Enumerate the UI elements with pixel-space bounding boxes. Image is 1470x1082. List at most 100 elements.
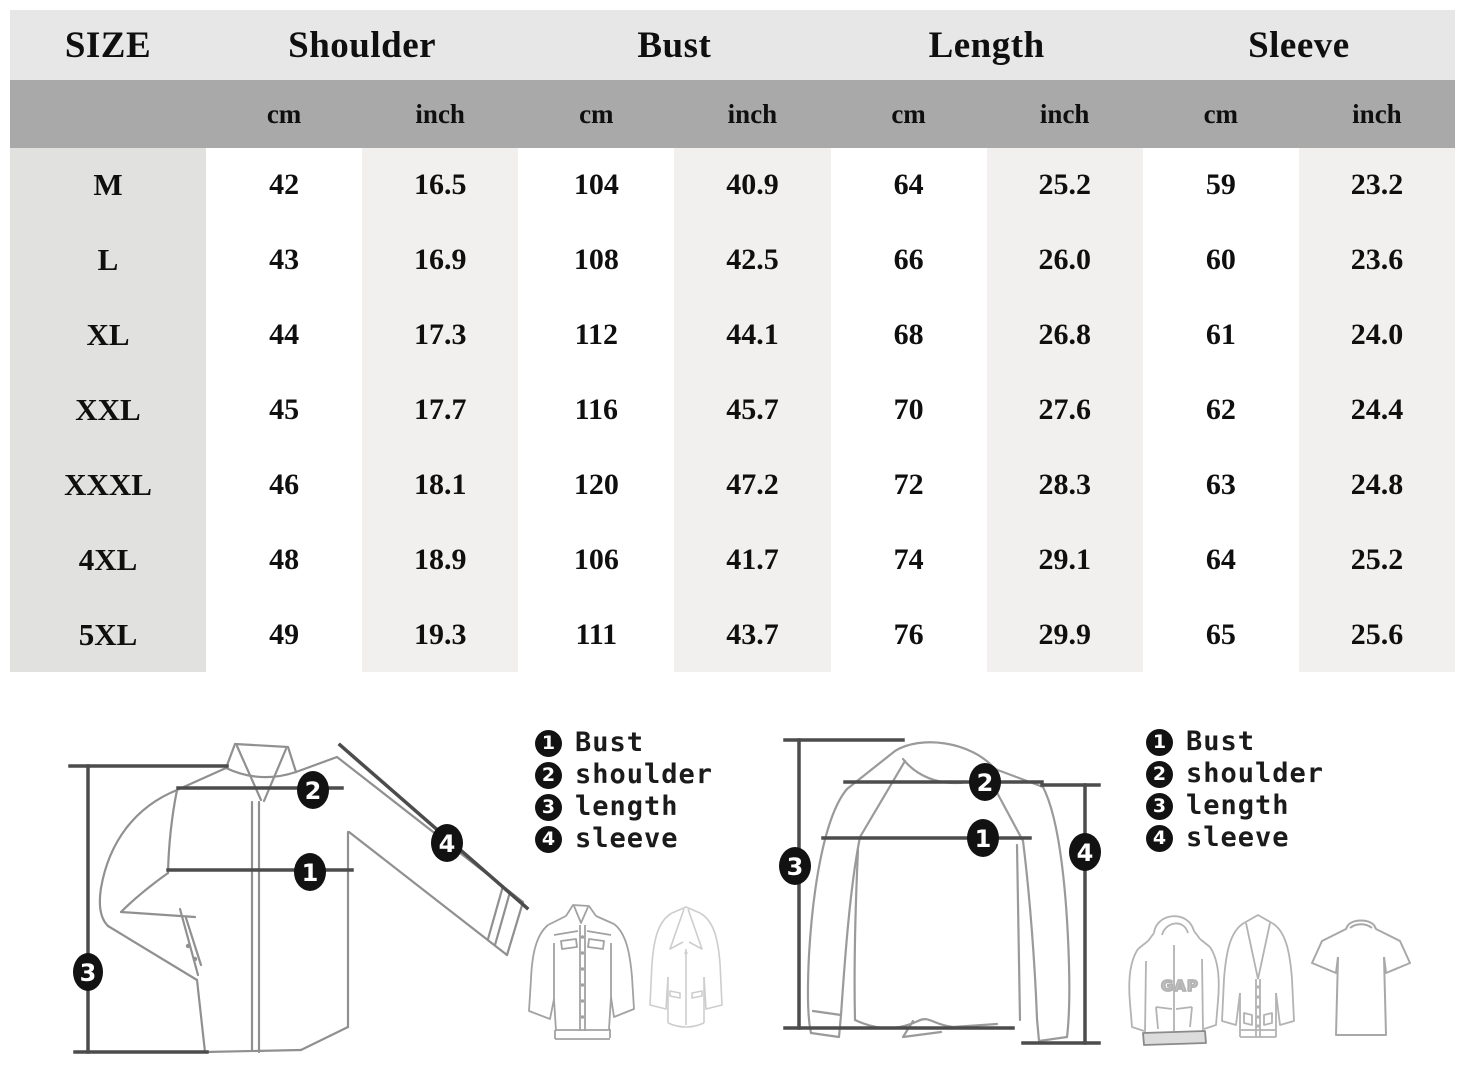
length-marker: 3 — [80, 959, 97, 987]
value-cell: 28.3 — [986, 447, 1143, 523]
shirt-measurement-diagram: 2 1 3 4 — [68, 742, 530, 1054]
measure-legend-left: 1 Bust 2 shoulder 3 length 4 sleeve — [535, 729, 713, 853]
legend-number-badge: 1 — [1146, 728, 1173, 756]
denim-jacket-icon — [528, 904, 635, 1040]
value-cell: 43 — [206, 222, 363, 298]
value-cell: 42 — [206, 148, 363, 223]
column-header-sleeve: Sleeve — [1142, 10, 1455, 80]
bust-marker: 1 — [975, 825, 992, 853]
length-marker: 3 — [787, 853, 804, 881]
blazer-icon — [649, 906, 723, 1028]
sweater-measure-lines — [783, 738, 1101, 1045]
garment-icons-right: GAP — [1128, 914, 1411, 1046]
legend-number-badge: 2 — [1146, 760, 1173, 788]
size-chart-table: SIZE Shoulder Bust Length Sleeve cm inch… — [10, 10, 1455, 672]
shirt-markers: 2 1 3 4 — [73, 771, 463, 991]
unit-header: cm — [206, 80, 363, 148]
legend-number-badge: 1 — [535, 729, 562, 757]
legend-number-badge: 4 — [1146, 824, 1173, 852]
legend-item: 2 shoulder — [1146, 760, 1324, 788]
size-cell: 5XL — [10, 597, 206, 672]
sweater-measurement-diagram: 2 1 3 4 — [779, 738, 1101, 1045]
legend-number-badge: 3 — [1146, 792, 1173, 820]
shoulder-marker: 2 — [977, 769, 994, 797]
column-header-length: Length — [830, 10, 1143, 80]
value-cell: 16.9 — [362, 222, 519, 298]
value-cell: 49 — [206, 597, 363, 672]
hoodie-icon: GAP — [1128, 915, 1220, 1046]
value-cell: 19.3 — [362, 597, 519, 672]
unit-header: inch — [362, 80, 519, 148]
size-cell: XXXL — [10, 447, 206, 523]
value-cell: 29.1 — [986, 522, 1143, 598]
value-cell: 63 — [1142, 447, 1299, 523]
value-cell: 23.6 — [1298, 222, 1455, 298]
legend-item: 3 length — [1146, 792, 1324, 820]
bust-marker: 1 — [302, 859, 319, 887]
unit-header-blank — [10, 80, 206, 148]
sleeve-marker: 4 — [1077, 839, 1094, 867]
value-cell: 27.6 — [986, 372, 1143, 448]
value-cell: 60 — [1142, 222, 1299, 298]
legend-item: 2 shoulder — [535, 761, 713, 789]
value-cell: 106 — [518, 522, 675, 598]
value-cell: 47.2 — [674, 447, 831, 523]
value-cell: 16.5 — [362, 148, 519, 223]
value-cell: 68 — [830, 297, 987, 373]
value-cell: 18.9 — [362, 522, 519, 598]
value-cell: 72 — [830, 447, 987, 523]
legend-label: length — [1186, 790, 1290, 821]
value-cell: 64 — [830, 148, 987, 223]
value-cell: 48 — [206, 522, 363, 598]
value-cell: 43.7 — [674, 597, 831, 672]
value-cell: 111 — [518, 597, 675, 672]
value-cell: 44 — [206, 297, 363, 373]
sweater-markers: 2 1 3 4 — [779, 763, 1101, 885]
legend-label: Bust — [575, 727, 645, 758]
value-cell: 24.4 — [1298, 372, 1455, 448]
legend-label: length — [575, 791, 679, 822]
tshirt-icon — [1311, 919, 1411, 1036]
value-cell: 120 — [518, 447, 675, 523]
unit-header: cm — [518, 80, 675, 148]
size-cell: XXL — [10, 372, 206, 448]
value-cell: 45 — [206, 372, 363, 448]
value-cell: 76 — [830, 597, 987, 672]
value-cell: 24.8 — [1298, 447, 1455, 523]
column-header-shoulder: Shoulder — [206, 10, 519, 80]
size-cell: XL — [10, 297, 206, 373]
column-header-size: SIZE — [10, 10, 206, 80]
value-cell: 70 — [830, 372, 987, 448]
hoodie-logo-text: GAP — [1161, 977, 1199, 995]
legend-item: 4 sleeve — [535, 825, 713, 853]
value-cell: 25.6 — [1298, 597, 1455, 672]
legend-label: shoulder — [1186, 758, 1325, 789]
shoulder-marker: 2 — [305, 777, 322, 805]
size-cell: L — [10, 222, 206, 298]
value-cell: 26.0 — [986, 222, 1143, 298]
cardigan-icon — [1221, 914, 1295, 1038]
sleeve-marker: 4 — [439, 830, 456, 858]
legend-item: 4 sleeve — [1146, 824, 1324, 852]
value-cell: 104 — [518, 148, 675, 223]
legend-number-badge: 2 — [535, 761, 562, 789]
value-cell: 62 — [1142, 372, 1299, 448]
legend-label: sleeve — [1186, 822, 1290, 853]
value-cell: 29.9 — [986, 597, 1143, 672]
value-cell: 108 — [518, 222, 675, 298]
value-cell: 17.7 — [362, 372, 519, 448]
sweater-sketch — [806, 741, 1071, 1043]
measure-legend-right: 1 Bust 2 shoulder 3 length 4 sleeve — [1146, 728, 1324, 852]
value-cell: 42.5 — [674, 222, 831, 298]
size-cell: M — [10, 148, 206, 223]
value-cell: 66 — [830, 222, 987, 298]
value-cell: 25.2 — [986, 148, 1143, 223]
value-cell: 44.1 — [674, 297, 831, 373]
legend-label: shoulder — [575, 759, 714, 790]
value-cell: 24.0 — [1298, 297, 1455, 373]
value-cell: 64 — [1142, 522, 1299, 598]
legend-label: sleeve — [575, 823, 679, 854]
unit-header: inch — [674, 80, 831, 148]
value-cell: 41.7 — [674, 522, 831, 598]
